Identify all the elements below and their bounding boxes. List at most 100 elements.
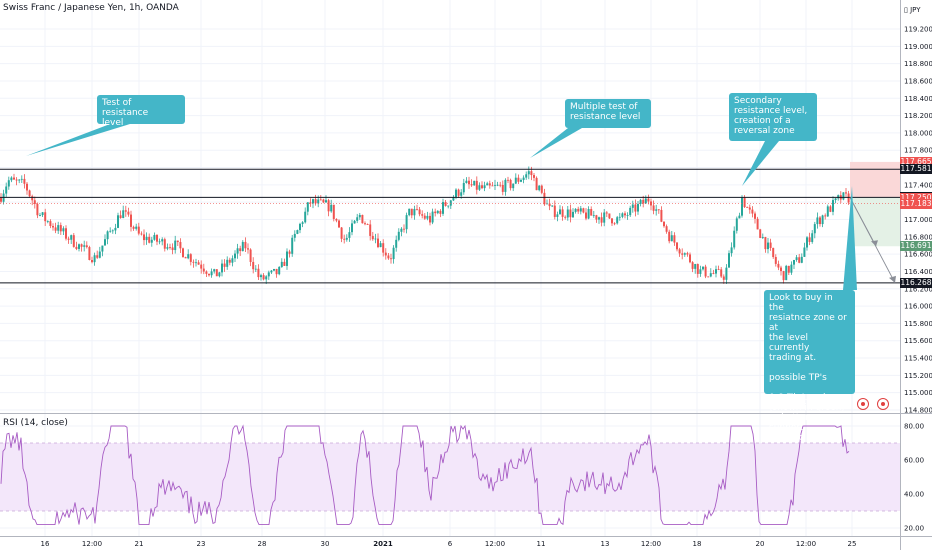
candle-body: [283, 261, 286, 266]
candle-body: [561, 209, 564, 217]
time-axis-label: 2021: [373, 540, 393, 548]
candle-body: [275, 268, 278, 275]
candle-body: [52, 225, 54, 228]
candle-body: [709, 273, 712, 277]
candle-body: [512, 183, 515, 189]
candle-body: [725, 267, 728, 280]
candle-body: [559, 209, 561, 215]
candle-body: [228, 259, 231, 263]
price-axis-label: 118.600: [904, 77, 932, 85]
candle-body: [738, 215, 741, 219]
candle-body: [278, 266, 281, 275]
callout-test-resistance[interactable]: Test of resistance level: [97, 95, 185, 128]
candle-body: [525, 174, 528, 178]
candle-body: [158, 241, 161, 243]
candle-body: [361, 214, 364, 224]
candle-body: [299, 223, 301, 231]
candle-body: [535, 177, 538, 191]
candle-body: [837, 195, 840, 199]
candle-body: [312, 199, 314, 204]
candle-body: [182, 248, 184, 258]
candle-body: [587, 209, 590, 219]
time-axis-label: 12:00: [82, 540, 102, 548]
candle-body: [715, 269, 717, 274]
candle-body: [530, 171, 533, 176]
candle-body: [681, 253, 684, 255]
candle-body: [624, 213, 626, 216]
candle-body: [98, 251, 101, 258]
price-axis-label: 115.400: [904, 355, 932, 363]
candle-body: [44, 212, 47, 222]
time-axis-label: 12:00: [641, 540, 661, 548]
pointer-3: [742, 141, 779, 186]
callout-buy-zone[interactable]: Look to buy in the resiatnce zone or at …: [764, 290, 855, 443]
candle-body: [798, 257, 801, 263]
candle-body: [400, 228, 403, 232]
candle-body: [171, 247, 174, 251]
candle-body: [189, 254, 192, 262]
candle-body: [213, 269, 216, 272]
candle-body: [707, 276, 710, 278]
candle-body: [444, 202, 447, 206]
candle-body: [132, 226, 135, 229]
price-axis-label: 116.400: [904, 268, 932, 276]
candle-body: [265, 276, 268, 280]
candle-body: [722, 276, 725, 280]
candle-body: [579, 208, 582, 212]
candle-body: [176, 240, 179, 243]
callout-secondary-resistance[interactable]: Secondary resistance level, creation of …: [729, 93, 817, 141]
candle-body: [371, 235, 374, 240]
candle-body: [364, 223, 366, 225]
candle-body: [387, 255, 390, 259]
callout-pointers: [26, 124, 857, 290]
candle-body: [821, 215, 824, 225]
candle-body: [569, 209, 572, 218]
candle-body: [5, 186, 8, 194]
price-axis-label: 117.400: [904, 181, 932, 189]
candle-body: [244, 241, 247, 249]
candle-body: [691, 262, 694, 269]
rsi-axis-label: 80.00: [904, 423, 924, 431]
candle-body: [595, 215, 598, 220]
candle-body: [683, 253, 686, 255]
record-icon[interactable]: [877, 398, 889, 410]
candle-body: [353, 220, 356, 224]
candle-body: [499, 184, 502, 186]
candle-body: [564, 216, 567, 218]
candle-body: [10, 177, 13, 181]
candle-body: [379, 243, 382, 248]
candle-body: [140, 233, 143, 235]
price-tag-6: 116.268: [900, 277, 932, 288]
candle-body: [122, 210, 125, 219]
candle-body: [288, 251, 291, 254]
candle-body: [756, 218, 759, 230]
candle-body: [236, 248, 239, 254]
candle-body: [676, 242, 678, 250]
callout-multiple-test[interactable]: Multiple test of resistance level: [565, 99, 651, 128]
candle-body: [616, 217, 619, 224]
candle-body: [767, 242, 769, 250]
alert-icon[interactable]: [857, 398, 869, 410]
candle-body: [18, 179, 21, 181]
candle-body: [57, 225, 60, 231]
candle-body: [0, 197, 2, 202]
candle-body: [270, 270, 273, 273]
candle-body: [200, 264, 203, 269]
candle-body: [280, 261, 283, 267]
candle-body: [15, 179, 18, 181]
candle-body: [507, 179, 509, 181]
candle-body: [348, 232, 351, 238]
candle-body: [36, 203, 39, 216]
candle-body: [452, 197, 455, 201]
candle-body: [465, 180, 468, 183]
stop-zone: [850, 161, 900, 198]
candle-body: [436, 210, 439, 214]
horizontal-levels[interactable]: [0, 168, 900, 284]
candle-body: [556, 214, 559, 217]
candle-body: [309, 202, 312, 204]
candle-body: [70, 235, 73, 240]
candle-body: [670, 235, 673, 242]
candle-body: [218, 272, 221, 277]
